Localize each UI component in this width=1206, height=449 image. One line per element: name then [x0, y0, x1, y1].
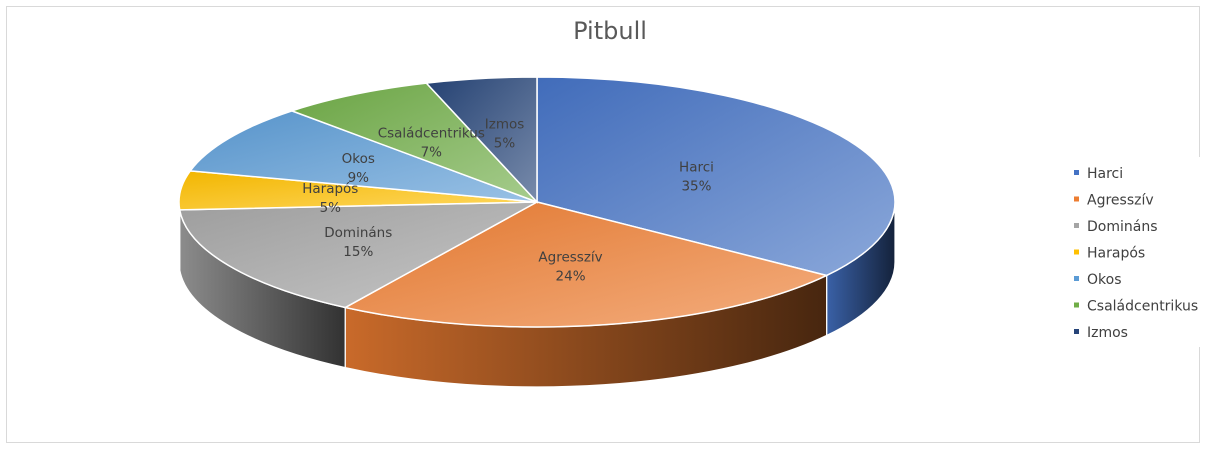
legend-marker-harci: [1074, 170, 1079, 175]
slice-percent-izmos: 5%: [494, 135, 516, 151]
slice-percent-harapos: 5%: [320, 200, 342, 216]
legend-marker-agressziv: [1074, 196, 1079, 202]
legend-marker-dominans: [1074, 223, 1079, 228]
slice-label-harapos: Harapós: [302, 181, 358, 197]
slice-percent-okos: 9%: [348, 170, 370, 186]
slice-percent-agressziv: 24%: [556, 268, 586, 284]
slice-label-dominans: Domináns: [324, 225, 392, 241]
slice-izmos: [424, 76, 538, 204]
slice-harci: [536, 76, 896, 277]
slice-label-okos: Okos: [342, 151, 375, 167]
slice-label-izmos: Izmos: [485, 116, 525, 132]
pie-slices: [178, 76, 896, 328]
slice-percent-dominans: 15%: [343, 244, 373, 260]
legend: Harci Agresszív Domináns Harapós Okos Családc…: [1064, 157, 1201, 347]
slice-okos: [188, 110, 538, 203]
legend-marker-csaladcentrikus: [1074, 302, 1079, 308]
slice-labels: Harci 35% Agresszív 24% Domináns 15% Harapós 5%…: [302, 116, 714, 284]
slice-percent-harci: 35%: [681, 179, 711, 195]
legend-item-harci: Harci: [1087, 166, 1123, 182]
slice-label-harci: Harci: [679, 160, 714, 176]
legend-item-izmos: Izmos: [1087, 325, 1128, 341]
slice-csaladcentrikus: [289, 82, 538, 203]
slice-label-agressziv: Agresszív: [538, 249, 602, 265]
legend-item-dominans: Domináns: [1087, 219, 1158, 235]
legend-item-csaladcentrikus: Családcentrikus: [1087, 299, 1198, 315]
legend-marker-izmos: [1074, 329, 1079, 334]
slice-dominans: [178, 201, 538, 309]
slice-agressziv: [343, 201, 829, 328]
chart-title: Pitbull: [573, 17, 647, 45]
legend-marker-okos: [1074, 276, 1079, 281]
legend-item-agressziv: Agresszív: [1087, 193, 1154, 209]
pie-chart: Pitbull Harci35%Agresszív24%Domináns15%H…: [178, 17, 1201, 388]
legend-item-okos: Okos: [1087, 272, 1122, 288]
slice-percent-csaladcentrikus: 7%: [421, 145, 443, 161]
legend-item-harapos: Harapós: [1087, 246, 1145, 262]
legend-marker-harapos: [1074, 249, 1079, 255]
chart-area: Pitbull Harci 35% Agresszív 24% Domináns 15% H…: [6, 6, 1201, 443]
slice-label-csaladcentrikus: Családcentrikus: [378, 126, 485, 142]
legend-box: [1064, 157, 1201, 347]
